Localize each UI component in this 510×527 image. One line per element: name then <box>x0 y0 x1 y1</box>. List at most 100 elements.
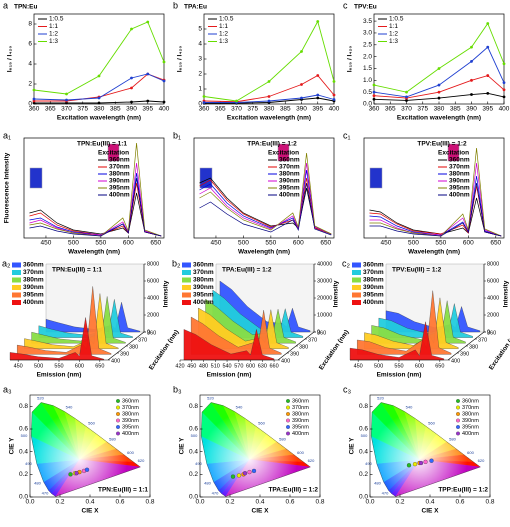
locus-label: 620 <box>478 458 485 463</box>
x-tick-label: 385 <box>450 106 461 113</box>
x-tick-label: 0.2 <box>395 499 404 506</box>
vial-red <box>447 143 460 162</box>
series-line <box>33 21 165 95</box>
legend-label: 370nm <box>363 269 384 276</box>
data-point <box>372 83 376 87</box>
data-point <box>32 97 36 101</box>
legend-title: Excitation <box>438 150 469 157</box>
annotation: TPA:Eu(III) = 1:2 <box>247 141 297 148</box>
panel-label: c₂ <box>342 258 351 268</box>
legend-swatch <box>182 270 191 275</box>
data-point <box>32 88 36 92</box>
x-tick-label: 550 <box>265 240 276 247</box>
legend-swatch <box>182 285 191 290</box>
legend-swatch <box>182 277 191 283</box>
legend-marker <box>286 418 290 423</box>
y-tick-label: 2 <box>198 71 202 78</box>
x-tick-label: 400 <box>159 106 170 113</box>
x-tick-label: 0.6 <box>455 499 464 506</box>
y-tick-label: 0.5 <box>363 89 372 96</box>
chart-title: TPA:Eu <box>184 4 207 11</box>
y-tick-label: 0.8 <box>359 403 368 410</box>
y-tick-label: 6000 <box>487 278 499 284</box>
y-tick-label: 40000 <box>317 261 332 267</box>
y-tick-label: 8000 <box>487 261 499 267</box>
series-line <box>34 100 165 104</box>
x-tick-label: 500 <box>34 363 43 369</box>
data-point <box>97 96 101 100</box>
x-tick-label: 650 <box>150 240 161 247</box>
x-tick-label: 390 <box>126 106 137 113</box>
plot-frame <box>193 137 335 239</box>
legend-label: 400nm <box>462 431 479 437</box>
legend-swatch <box>12 262 21 268</box>
legend-marker <box>116 405 120 410</box>
plot-frame <box>23 137 165 239</box>
panel-label: a₁ <box>3 130 11 140</box>
data-point <box>486 45 490 49</box>
x-tick-label: 360 <box>199 106 210 113</box>
x-tick-label: 450 <box>381 240 392 247</box>
annotation: TPA:Eu(III) = 1:2 <box>222 267 272 274</box>
data-point <box>437 83 441 87</box>
x-tick-label: 380 <box>264 106 275 113</box>
legend-swatch <box>12 277 21 283</box>
legend-swatch <box>12 292 21 298</box>
x-tick-label: 365 <box>385 106 396 113</box>
annotation: TPA:Eu(III) = 1:2 <box>268 487 318 494</box>
legend-label: 370nm <box>292 405 309 411</box>
legend-label: 395nm <box>23 292 44 299</box>
panel-label: c <box>343 0 348 10</box>
x-tick-label: 0.0 <box>195 499 204 506</box>
x-tick-label: 660 <box>269 363 278 369</box>
cie-whitening <box>201 402 311 497</box>
legend-label: 390nm <box>449 178 470 185</box>
series-line <box>203 74 335 103</box>
series-line <box>199 182 332 236</box>
x-tick-label: 600 <box>415 363 424 369</box>
legend-label: 400nm <box>363 299 384 306</box>
legend-label: 380nm <box>193 277 214 284</box>
legend-swatch <box>352 270 361 275</box>
data-point <box>247 469 252 475</box>
data-point <box>486 22 490 25</box>
y-tick-label: 1.5 <box>363 65 372 72</box>
y-tick-label: 0.8 <box>189 403 198 410</box>
series-line <box>199 177 332 235</box>
y-tick-label: 0.2 <box>189 471 198 478</box>
legend-label: 1:3 <box>389 38 398 45</box>
legend-label: 395nm <box>122 424 139 430</box>
data-point <box>502 95 506 99</box>
data-point <box>502 88 506 92</box>
series-line <box>29 192 162 237</box>
data-point <box>486 74 490 77</box>
data-point <box>236 473 242 478</box>
legend-label: 360nm <box>292 398 309 404</box>
locus-label: 500 <box>21 433 28 438</box>
legend-marker <box>286 399 290 403</box>
legend-label: 390nm <box>23 284 44 291</box>
x-tick-label: 365 <box>45 106 56 113</box>
z-tick-label: 380 <box>129 344 138 350</box>
x-tick-label: 390 <box>296 106 307 113</box>
y-tick-label: 3.5 <box>363 18 372 25</box>
y-tick-label: 4 <box>198 41 202 48</box>
series-line <box>199 152 332 235</box>
legend-label: 360nm <box>109 157 130 164</box>
y-axis-title: I₆₁₅ / I₄₂₀ <box>347 46 354 73</box>
locus-label: 480 <box>34 480 41 485</box>
data-point <box>470 59 473 63</box>
data-point <box>470 78 473 82</box>
legend-label: 390nm <box>292 418 309 424</box>
x-axis-title: Wavelength (nm) <box>68 249 120 256</box>
x-tick-label: 0.4 <box>85 499 94 506</box>
data-point <box>423 459 428 465</box>
y-tick-label: 2 <box>28 81 32 88</box>
legend-marker <box>116 431 120 436</box>
locus-label: 540 <box>406 405 413 410</box>
x-tick-label: 550 <box>435 240 446 247</box>
vial-blue <box>199 167 213 189</box>
locus-label: 480 <box>204 480 211 485</box>
